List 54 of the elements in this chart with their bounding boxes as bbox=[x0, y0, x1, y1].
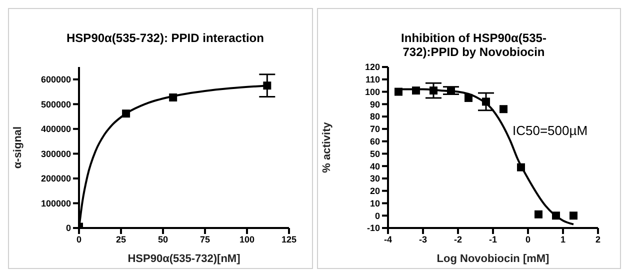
point bbox=[169, 93, 178, 102]
y-tick-label: 60 bbox=[369, 136, 380, 147]
y-tick-label: 110 bbox=[364, 74, 380, 85]
y-tick-label: 200000 bbox=[40, 174, 71, 184]
y-tick-label: 80 bbox=[369, 112, 380, 122]
point bbox=[552, 212, 560, 220]
chart-title: Inhibition of HSP90α(535-732):PPID by Novobiocin bbox=[400, 30, 548, 61]
y-axis-title: α-signal bbox=[12, 126, 24, 169]
y-tick-label: 0 bbox=[374, 210, 380, 221]
x-axis-title: HSP90α(535-732)[nM] bbox=[128, 253, 241, 265]
x-tick-label: -1 bbox=[488, 234, 497, 244]
chart-title: HSP90α(535-732): PPID interaction bbox=[66, 30, 265, 47]
x-tick-label: 125 bbox=[281, 234, 297, 244]
x-tick-label: 2 bbox=[594, 234, 600, 244]
y-tick-label: 500000 bbox=[40, 99, 71, 110]
y-tick-label: 50 bbox=[369, 148, 380, 159]
point bbox=[122, 110, 130, 118]
point bbox=[482, 98, 490, 106]
y-tick-label: 90 bbox=[369, 99, 380, 110]
point bbox=[263, 82, 272, 90]
y-tick-label: 0 bbox=[66, 223, 71, 234]
x-axis-title: Log Novobiocin [mM] bbox=[436, 253, 550, 265]
x-tick-label: 0 bbox=[524, 234, 530, 244]
y-tick-label: 10 bbox=[369, 198, 380, 208]
x-tick-label: -4 bbox=[383, 234, 392, 244]
point bbox=[534, 210, 542, 218]
x-tick-label: 50 bbox=[158, 234, 168, 244]
x-tick-label: 0 bbox=[76, 234, 82, 244]
x-tick-label: 1 bbox=[560, 234, 566, 244]
y-tick-label: 100 bbox=[364, 86, 380, 97]
point bbox=[394, 88, 402, 96]
point bbox=[516, 163, 524, 172]
y-axis-title: % activity bbox=[320, 121, 332, 173]
y-tick-label: 100000 bbox=[40, 198, 71, 208]
point bbox=[499, 105, 507, 114]
x-tick-label: 100 bbox=[239, 234, 255, 244]
y-tick-label: 20 bbox=[369, 186, 380, 196]
x-tick-label: -2 bbox=[453, 234, 462, 244]
y-tick-label: -10 bbox=[366, 223, 380, 234]
y-tick-label: 300000 bbox=[40, 148, 71, 159]
x-tick-label: 25 bbox=[116, 234, 126, 244]
point bbox=[569, 212, 577, 220]
point bbox=[464, 94, 472, 102]
point bbox=[429, 86, 437, 95]
y-tick-label: 70 bbox=[369, 124, 380, 134]
y-tick-label: 30 bbox=[369, 174, 380, 184]
point bbox=[412, 86, 420, 95]
y-tick-label: 600000 bbox=[40, 74, 71, 85]
x-tick-label: 75 bbox=[200, 234, 210, 244]
annotation: IC50=500µM bbox=[512, 123, 588, 138]
y-tick-label: 120 bbox=[364, 62, 380, 72]
y-tick-label: 40 bbox=[369, 161, 380, 172]
y-tick-label: 400000 bbox=[40, 124, 71, 134]
x-tick-label: -3 bbox=[418, 234, 427, 244]
